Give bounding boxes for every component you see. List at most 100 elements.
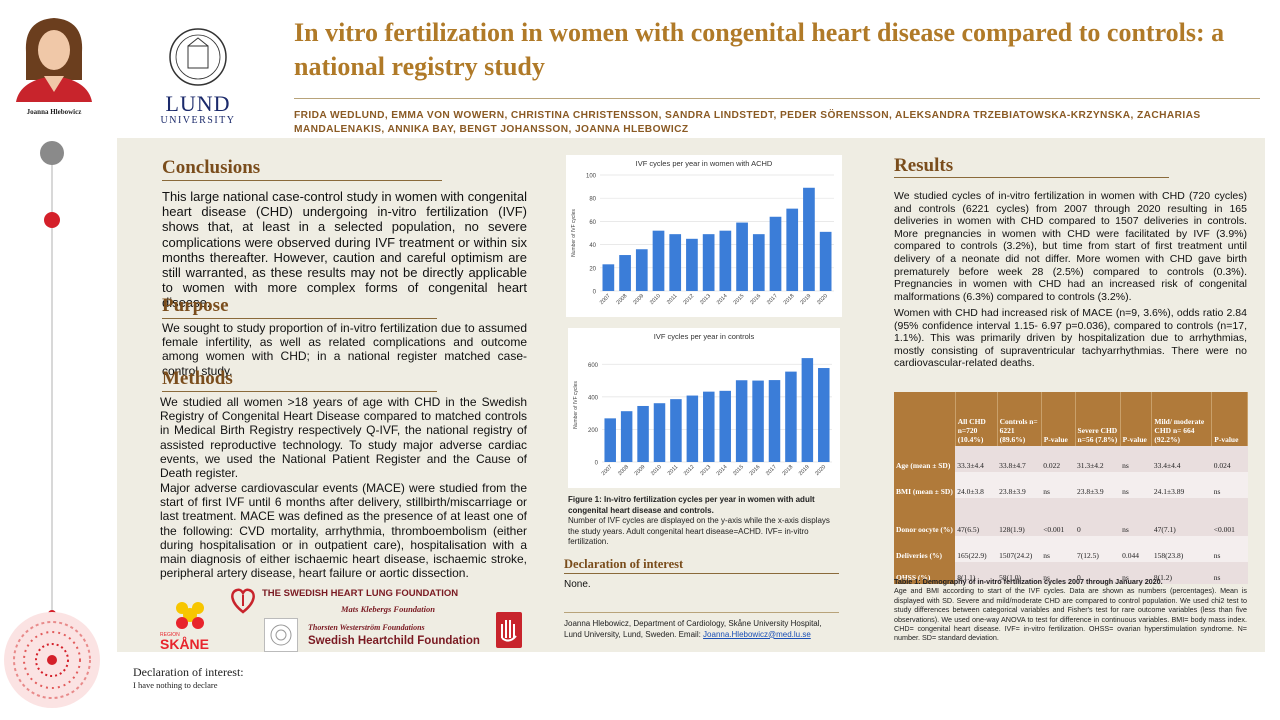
x-tick-label: 2018: [783, 293, 796, 306]
methods-paragraph-2: Major adverse cardiovascular events (MAC…: [160, 481, 527, 581]
results-heading: Results: [894, 155, 954, 176]
bar-2015: [735, 380, 748, 462]
table-row-label: Age (mean ± SD): [894, 446, 956, 472]
bar-2018: [785, 371, 797, 462]
bar-2016: [752, 234, 765, 291]
table-cell: 33.8±4.7: [997, 446, 1042, 472]
westerstrom-foundation-label: Thorsten Westerström Foundations: [308, 623, 425, 632]
x-tick-label: 2008: [616, 293, 629, 306]
table-header-row: All CHD n=720 (10.4%) Controls n= 6221 (…: [894, 392, 1248, 446]
conclusions-text: This large national case-control study i…: [162, 189, 527, 311]
footer-declaration-heading: Declaration of interest:: [133, 665, 244, 679]
table-row-label: Donor oocyte (%): [894, 498, 956, 536]
x-tick-label: 2019: [799, 293, 812, 306]
table-cell: ns: [1120, 562, 1152, 584]
bar-2017: [769, 216, 782, 291]
table-cell: 33.3±4.4: [955, 446, 998, 472]
figure-caption-text: Number of IVF cycles are displayed on th…: [568, 516, 830, 546]
region-skane-logo: REGION SKÅNE: [160, 598, 220, 652]
table-cell: 24.1±3.89: [1151, 472, 1212, 498]
conclusions-heading: Conclusions: [162, 157, 261, 178]
timeline-rail: [51, 150, 53, 620]
skane-flower-icon: [176, 602, 204, 629]
klebergs-foundation-label: Mats Klebergs Foundation: [341, 604, 435, 614]
x-tick-label: 2015: [732, 464, 745, 477]
table-cell: 0.022: [1041, 446, 1076, 472]
table-cell: 1507(24.2): [997, 536, 1042, 562]
table-row-label: Deliveries (%): [894, 536, 956, 562]
rail-dot-gray[interactable]: [40, 141, 64, 165]
table-cell: ns: [1041, 536, 1076, 562]
table-cell: ns: [1041, 562, 1076, 584]
university-name: LUND: [165, 91, 231, 116]
table-caption-text: Age and BMI according to start of the IV…: [894, 586, 1247, 643]
methods-paragraph-1: We studied all women >18 years of age wi…: [160, 395, 527, 481]
bar-2015: [736, 222, 748, 291]
y-tick-label: 200: [588, 428, 599, 434]
figure-caption: Figure 1: In-vitro fertilization cycles …: [568, 495, 840, 548]
table-cell: ns: [1211, 472, 1248, 498]
bar-2007: [604, 418, 616, 462]
table-cell: 8(1.1): [955, 562, 998, 584]
table-row: BMI (mean ± SD) 24.0±3.8 23.8±3.9 ns 23.8±3.…: [894, 472, 1248, 498]
lund-seal-icon: [169, 28, 227, 86]
bar-2009: [637, 405, 649, 462]
table-cell: 0.024: [1211, 446, 1248, 472]
x-tick-label: 2009: [632, 293, 645, 306]
bar-2011: [669, 234, 682, 291]
y-tick-label: 80: [589, 197, 596, 203]
x-tick-label: 2011: [667, 464, 680, 477]
bar-2014: [719, 230, 732, 291]
x-tick-label: 2017: [765, 464, 778, 477]
y-tick-label: 40: [589, 243, 596, 249]
table-cell: 33.4±4.4: [1151, 446, 1212, 472]
x-tick-label: 2008: [617, 464, 630, 477]
results-paragraph-2: Women with CHD had increased risk of MAC…: [894, 307, 1247, 370]
skane-label: SKÅNE: [160, 636, 210, 652]
table-row: Deliveries (%) 165(22.9) 1507(24.2) ns 7(12.…: [894, 536, 1248, 562]
bar-2007: [602, 264, 615, 291]
title-divider: [294, 98, 1260, 99]
table-cell: 31.3±4.2: [1075, 446, 1121, 472]
table-caption-bold: Table 1: Demography of in-vitro fertiliz…: [894, 577, 1163, 586]
x-tick-label: 2019: [798, 464, 811, 477]
y-axis-label: Number of IVF cycles: [573, 381, 579, 429]
table-cell: 158(23.8): [1151, 536, 1212, 562]
y-tick-label: 100: [586, 174, 597, 180]
y-tick-label: 60: [589, 220, 596, 226]
purpose-rule: [162, 318, 437, 319]
bar-2008: [619, 255, 631, 291]
bar-2012: [686, 395, 699, 462]
y-tick-label: 400: [588, 395, 599, 401]
heartchild-foundation-label: Swedish Heartchild Foundation: [308, 635, 480, 647]
chart-controls: IVF cycles per year in controls 0 200 400 60…: [568, 328, 840, 488]
x-tick-label: 2007: [599, 293, 612, 306]
footer-declaration-text: I have nothing to declare: [133, 680, 218, 690]
x-tick-label: 2014: [716, 464, 729, 477]
rail-dot-red[interactable]: [44, 212, 60, 228]
x-tick-label: 2015: [733, 293, 746, 306]
y-tick-label: 0: [593, 290, 597, 296]
bar-2012: [686, 238, 698, 291]
table-cell: <0.001: [1211, 498, 1248, 536]
y-axis-label: Number of IVF cycles: [571, 209, 577, 257]
table-header-cell: P-value: [1120, 392, 1153, 446]
chart-controls-svg: IVF cycles per year in controls 0 200 400 60…: [573, 332, 832, 477]
table-cell: 58(1.0): [997, 562, 1042, 584]
presenter-photo: [8, 10, 100, 102]
bar-2014: [719, 390, 731, 462]
contact-email-link[interactable]: Joanna.Hlebowicz@med.lu.se: [703, 629, 811, 639]
methods-rule: [162, 391, 437, 392]
bar-2019: [801, 358, 814, 462]
x-tick-label: 2012: [682, 293, 695, 306]
x-tick-label: 2020: [814, 464, 827, 477]
declaration-text: None.: [564, 579, 591, 590]
bar-2013: [703, 391, 715, 462]
table-cell: ns: [1120, 472, 1152, 498]
table-row: OHSS (%) 8(1.1) 58(1.0) ns 0 ns 8(1.2) ns: [894, 562, 1248, 584]
y-tick-label: 0: [595, 461, 599, 467]
table-header-cell: P-value: [1211, 392, 1248, 446]
purpose-text: We sought to study proportion of in-vitr…: [162, 321, 527, 378]
x-tick-label: 2010: [649, 293, 662, 306]
bar-2010: [652, 230, 665, 291]
